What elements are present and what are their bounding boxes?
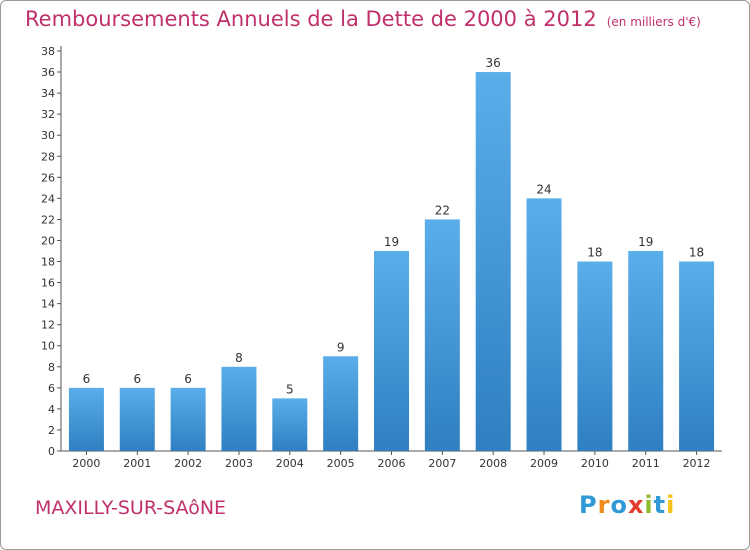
- bar-chart: 0246810121416182022242628303234363862000…: [41, 45, 722, 470]
- x-tick-label: 2005: [327, 457, 355, 470]
- bar-2010: [577, 261, 613, 451]
- value-label: 9: [337, 340, 345, 354]
- y-tick-label: 28: [41, 150, 55, 163]
- y-tick-label: 14: [41, 298, 55, 311]
- value-label: 8: [235, 351, 243, 365]
- y-tick-label: 8: [48, 361, 55, 374]
- y-tick-label: 16: [41, 277, 55, 290]
- bar-2006: [374, 251, 409, 451]
- value-label: 19: [384, 235, 399, 249]
- y-tick-label: 20: [41, 234, 55, 247]
- bar-2009: [526, 198, 562, 451]
- y-tick-label: 34: [41, 87, 55, 100]
- bar-2011: [628, 251, 664, 451]
- x-tick-label: 2009: [530, 457, 558, 470]
- value-label: 36: [486, 56, 501, 70]
- y-tick-label: 4: [48, 403, 55, 416]
- y-tick-label: 10: [41, 340, 55, 353]
- x-tick-label: 2002: [174, 457, 202, 470]
- bar-2000: [68, 387, 104, 451]
- brand-letter: r: [597, 491, 611, 519]
- y-tick-label: 24: [41, 192, 55, 205]
- chart-title: Remboursements Annuels de la Dette de 20…: [25, 7, 597, 31]
- y-tick-label: 30: [41, 129, 55, 142]
- y-tick-label: 22: [41, 213, 55, 226]
- value-label: 6: [133, 372, 141, 386]
- x-tick-label: 2007: [428, 457, 456, 470]
- x-tick-label: 2012: [683, 457, 711, 470]
- bar-2002: [170, 387, 206, 451]
- bar-2008: [475, 72, 511, 451]
- brand-letter: P: [579, 491, 598, 519]
- brand-letter: o: [610, 491, 628, 519]
- value-label: 6: [83, 372, 91, 386]
- brand-letter: i: [644, 491, 654, 519]
- value-label: 6: [184, 372, 192, 386]
- bar-2003: [221, 366, 257, 451]
- value-label: 5: [286, 382, 294, 396]
- x-tick-label: 2010: [581, 457, 609, 470]
- x-tick-label: 2004: [276, 457, 304, 470]
- y-tick-label: 26: [41, 171, 55, 184]
- chart-unit: (en milliers d'€): [606, 15, 701, 29]
- bar-2004: [272, 398, 308, 451]
- x-tick-label: 2003: [225, 457, 253, 470]
- y-tick-label: 36: [41, 66, 55, 79]
- bar-2001: [119, 387, 155, 451]
- y-tick-label: 2: [48, 424, 55, 437]
- y-tick-label: 12: [41, 319, 55, 332]
- bar-2005: [323, 356, 359, 451]
- x-tick-label: 2006: [378, 457, 406, 470]
- value-label: 18: [689, 246, 704, 260]
- y-tick-label: 18: [41, 256, 55, 269]
- bar-2007: [424, 219, 460, 451]
- x-tick-label: 2000: [72, 457, 100, 470]
- y-tick-label: 0: [48, 445, 55, 458]
- bar-2012: [679, 261, 715, 451]
- x-tick-label: 2011: [632, 457, 660, 470]
- x-tick-label: 2001: [123, 457, 151, 470]
- value-label: 19: [638, 235, 653, 249]
- brand-letter: i: [666, 491, 676, 519]
- brand-logo: Proxiti: [579, 491, 675, 519]
- y-tick-label: 6: [48, 382, 55, 395]
- brand-letter: t: [653, 491, 667, 519]
- value-label: 18: [587, 246, 602, 260]
- y-tick-label: 32: [41, 108, 55, 121]
- chart-header: Remboursements Annuels de la Dette de 20…: [25, 7, 701, 31]
- x-tick-label: 2008: [479, 457, 507, 470]
- y-tick-label: 38: [41, 45, 55, 58]
- location-label: MAXILLY-SUR-SAôNE: [35, 497, 227, 519]
- value-label: 22: [435, 203, 450, 217]
- brand-letter: x: [627, 491, 645, 519]
- value-label: 24: [536, 182, 551, 196]
